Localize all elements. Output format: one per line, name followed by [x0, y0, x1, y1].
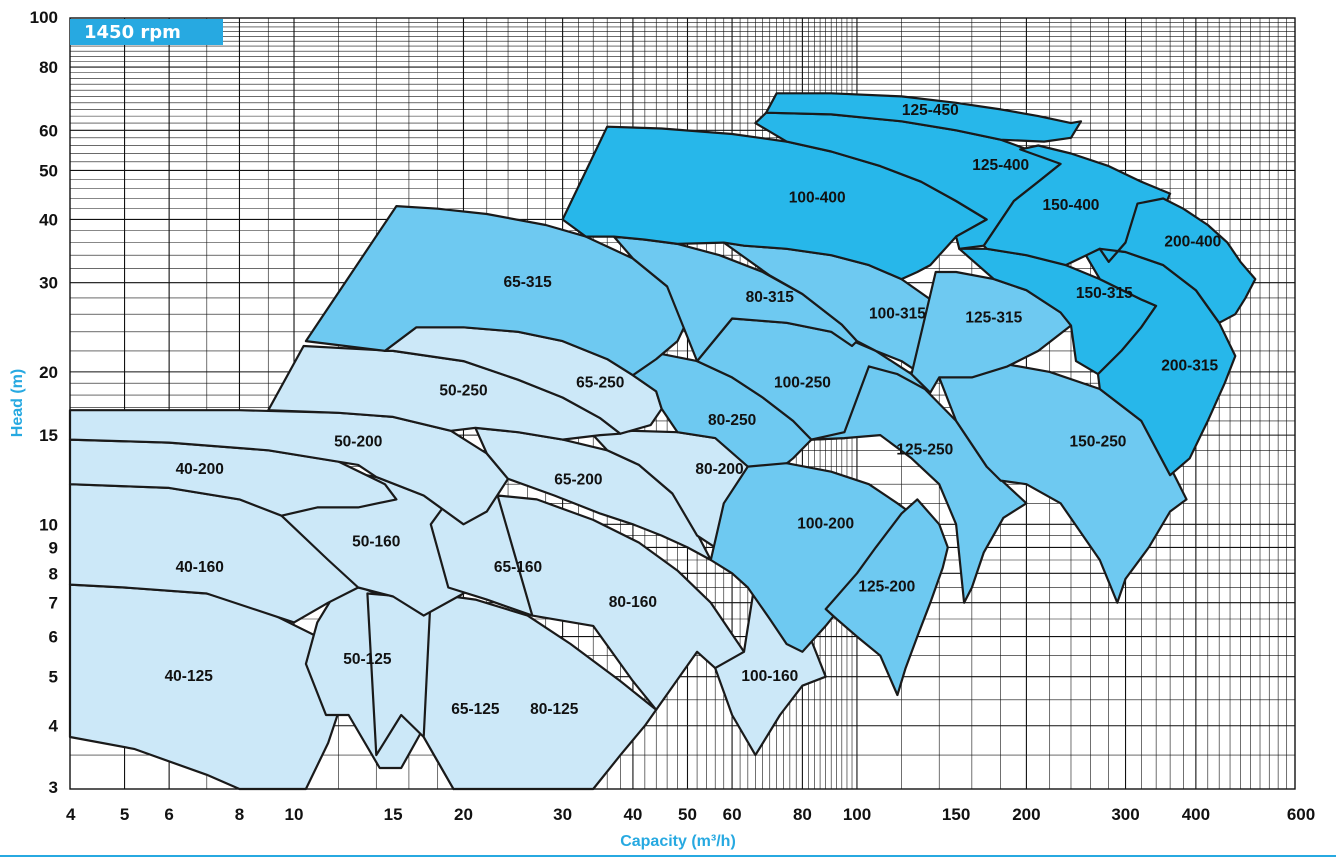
- pump-label-150-315: 150-315: [1076, 285, 1133, 302]
- y-tick-label: 30: [39, 274, 58, 293]
- x-tick-label: 600: [1287, 805, 1315, 824]
- pump-label-200-315: 200-315: [1161, 357, 1218, 374]
- y-tick-label: 40: [39, 211, 58, 230]
- x-tick-label: 20: [454, 805, 473, 824]
- pump-label-100-160: 100-160: [741, 668, 798, 685]
- pump-label-125-200: 125-200: [858, 579, 915, 596]
- y-tick-label: 60: [39, 121, 58, 140]
- y-axis-ticks: 100 80 60 50 40 30 20 15 10 9 8 7 6 5 4 3: [30, 8, 59, 797]
- pump-regions: [68, 92, 1257, 791]
- pump-label-125-400: 125-400: [972, 157, 1029, 174]
- pump-label-65-125: 65-125: [451, 701, 500, 718]
- pump-label-80-200: 80-200: [695, 461, 743, 478]
- x-tick-label: 60: [723, 805, 742, 824]
- pump-label-65-160: 65-160: [494, 559, 542, 576]
- y-tick-label: 8: [49, 564, 58, 583]
- x-axis-title: Capacity (m³/h): [620, 833, 736, 850]
- pump-label-100-250: 100-250: [774, 374, 831, 391]
- pump-label-40-125: 40-125: [165, 668, 214, 685]
- pump-label-80-125: 80-125: [530, 701, 579, 718]
- y-tick-label: 5: [49, 668, 58, 687]
- pump-label-50-125: 50-125: [343, 651, 392, 668]
- pump-region-80-125: [422, 592, 658, 791]
- pump-label-200-400: 200-400: [1164, 234, 1221, 251]
- x-tick-label: 5: [120, 805, 129, 824]
- pump-label-80-315: 80-315: [746, 289, 795, 306]
- pump-region-80-315: [612, 235, 859, 363]
- x-tick-label: 6: [164, 805, 173, 824]
- pump-label-80-160: 80-160: [609, 594, 657, 611]
- pump-region-100-400: [561, 125, 988, 281]
- pump-label-40-200: 40-200: [176, 461, 224, 478]
- x-tick-label: 10: [285, 805, 304, 824]
- pump-label-125-315: 125-315: [965, 310, 1022, 327]
- y-tick-label: 4: [49, 717, 59, 736]
- pump-region-125-315: [910, 270, 1073, 394]
- x-tick-label: 80: [793, 805, 812, 824]
- pump-label-50-200: 50-200: [334, 434, 382, 451]
- y-tick-label: 10: [39, 515, 58, 534]
- pump-label-125-250: 125-250: [896, 441, 953, 458]
- pump-label-100-315: 100-315: [869, 305, 926, 322]
- pump-label-100-200: 100-200: [797, 515, 854, 532]
- pump-label-125-450: 125-450: [902, 102, 959, 119]
- y-tick-label: 100: [30, 8, 58, 27]
- x-tick-label: 100: [843, 805, 871, 824]
- rpm-badge: 1450 rpm: [70, 19, 223, 45]
- pump-label-40-160: 40-160: [176, 559, 224, 576]
- x-tick-label: 400: [1182, 805, 1210, 824]
- x-tick-label: 200: [1012, 805, 1040, 824]
- y-tick-label: 50: [39, 161, 58, 180]
- pump-label-65-315: 65-315: [503, 274, 552, 291]
- x-tick-label: 150: [942, 805, 970, 824]
- rpm-badge-background: [70, 19, 223, 45]
- pump-label-100-400: 100-400: [789, 190, 846, 207]
- y-tick-label: 80: [39, 58, 58, 77]
- pump-region-125-250: [810, 365, 1028, 604]
- y-tick-label: 7: [49, 594, 58, 613]
- pump-region-150-250: [938, 360, 1188, 604]
- y-axis-title: Head (m): [9, 369, 26, 437]
- y-tick-label: 9: [49, 538, 58, 557]
- pump-label-150-400: 150-400: [1043, 197, 1100, 214]
- x-tick-label: 40: [623, 805, 642, 824]
- pump-label-50-250: 50-250: [439, 382, 487, 399]
- x-tick-label: 4: [66, 805, 76, 824]
- pump-region-125-200: [824, 498, 949, 697]
- pump-region-65-315: [304, 205, 694, 377]
- y-tick-label: 20: [39, 363, 58, 382]
- plot-frame: [69, 17, 1296, 790]
- x-tick-label: 50: [678, 805, 697, 824]
- x-tick-label: 15: [384, 805, 403, 824]
- pump-region-200-400: [1098, 197, 1257, 324]
- x-tick-label: 8: [235, 805, 244, 824]
- y-tick-label: 6: [49, 628, 58, 647]
- pump-region-125-450: [765, 92, 1083, 143]
- pump-region-65-200: [474, 426, 712, 562]
- pump-label-65-200: 65-200: [554, 472, 602, 489]
- x-axis-ticks: 4 5 6 8 10 15 20 30 40 50 60 80 100 150 200 300 400 600: [66, 805, 1315, 824]
- x-tick-label: 30: [553, 805, 572, 824]
- y-tick-label: 15: [39, 426, 58, 445]
- pump-label-65-250: 65-250: [576, 374, 624, 391]
- pump-region-labels: 40-125 50-125 65-125 80-125 40-160 50-160 65-1…: [165, 102, 1222, 718]
- rpm-badge-text: 1450 rpm: [84, 22, 181, 43]
- pump-label-150-250: 150-250: [1070, 434, 1127, 451]
- y-tick-label: 3: [49, 778, 58, 797]
- x-tick-label: 300: [1111, 805, 1139, 824]
- pump-label-50-160: 50-160: [352, 534, 400, 551]
- pump-label-80-250: 80-250: [708, 412, 756, 429]
